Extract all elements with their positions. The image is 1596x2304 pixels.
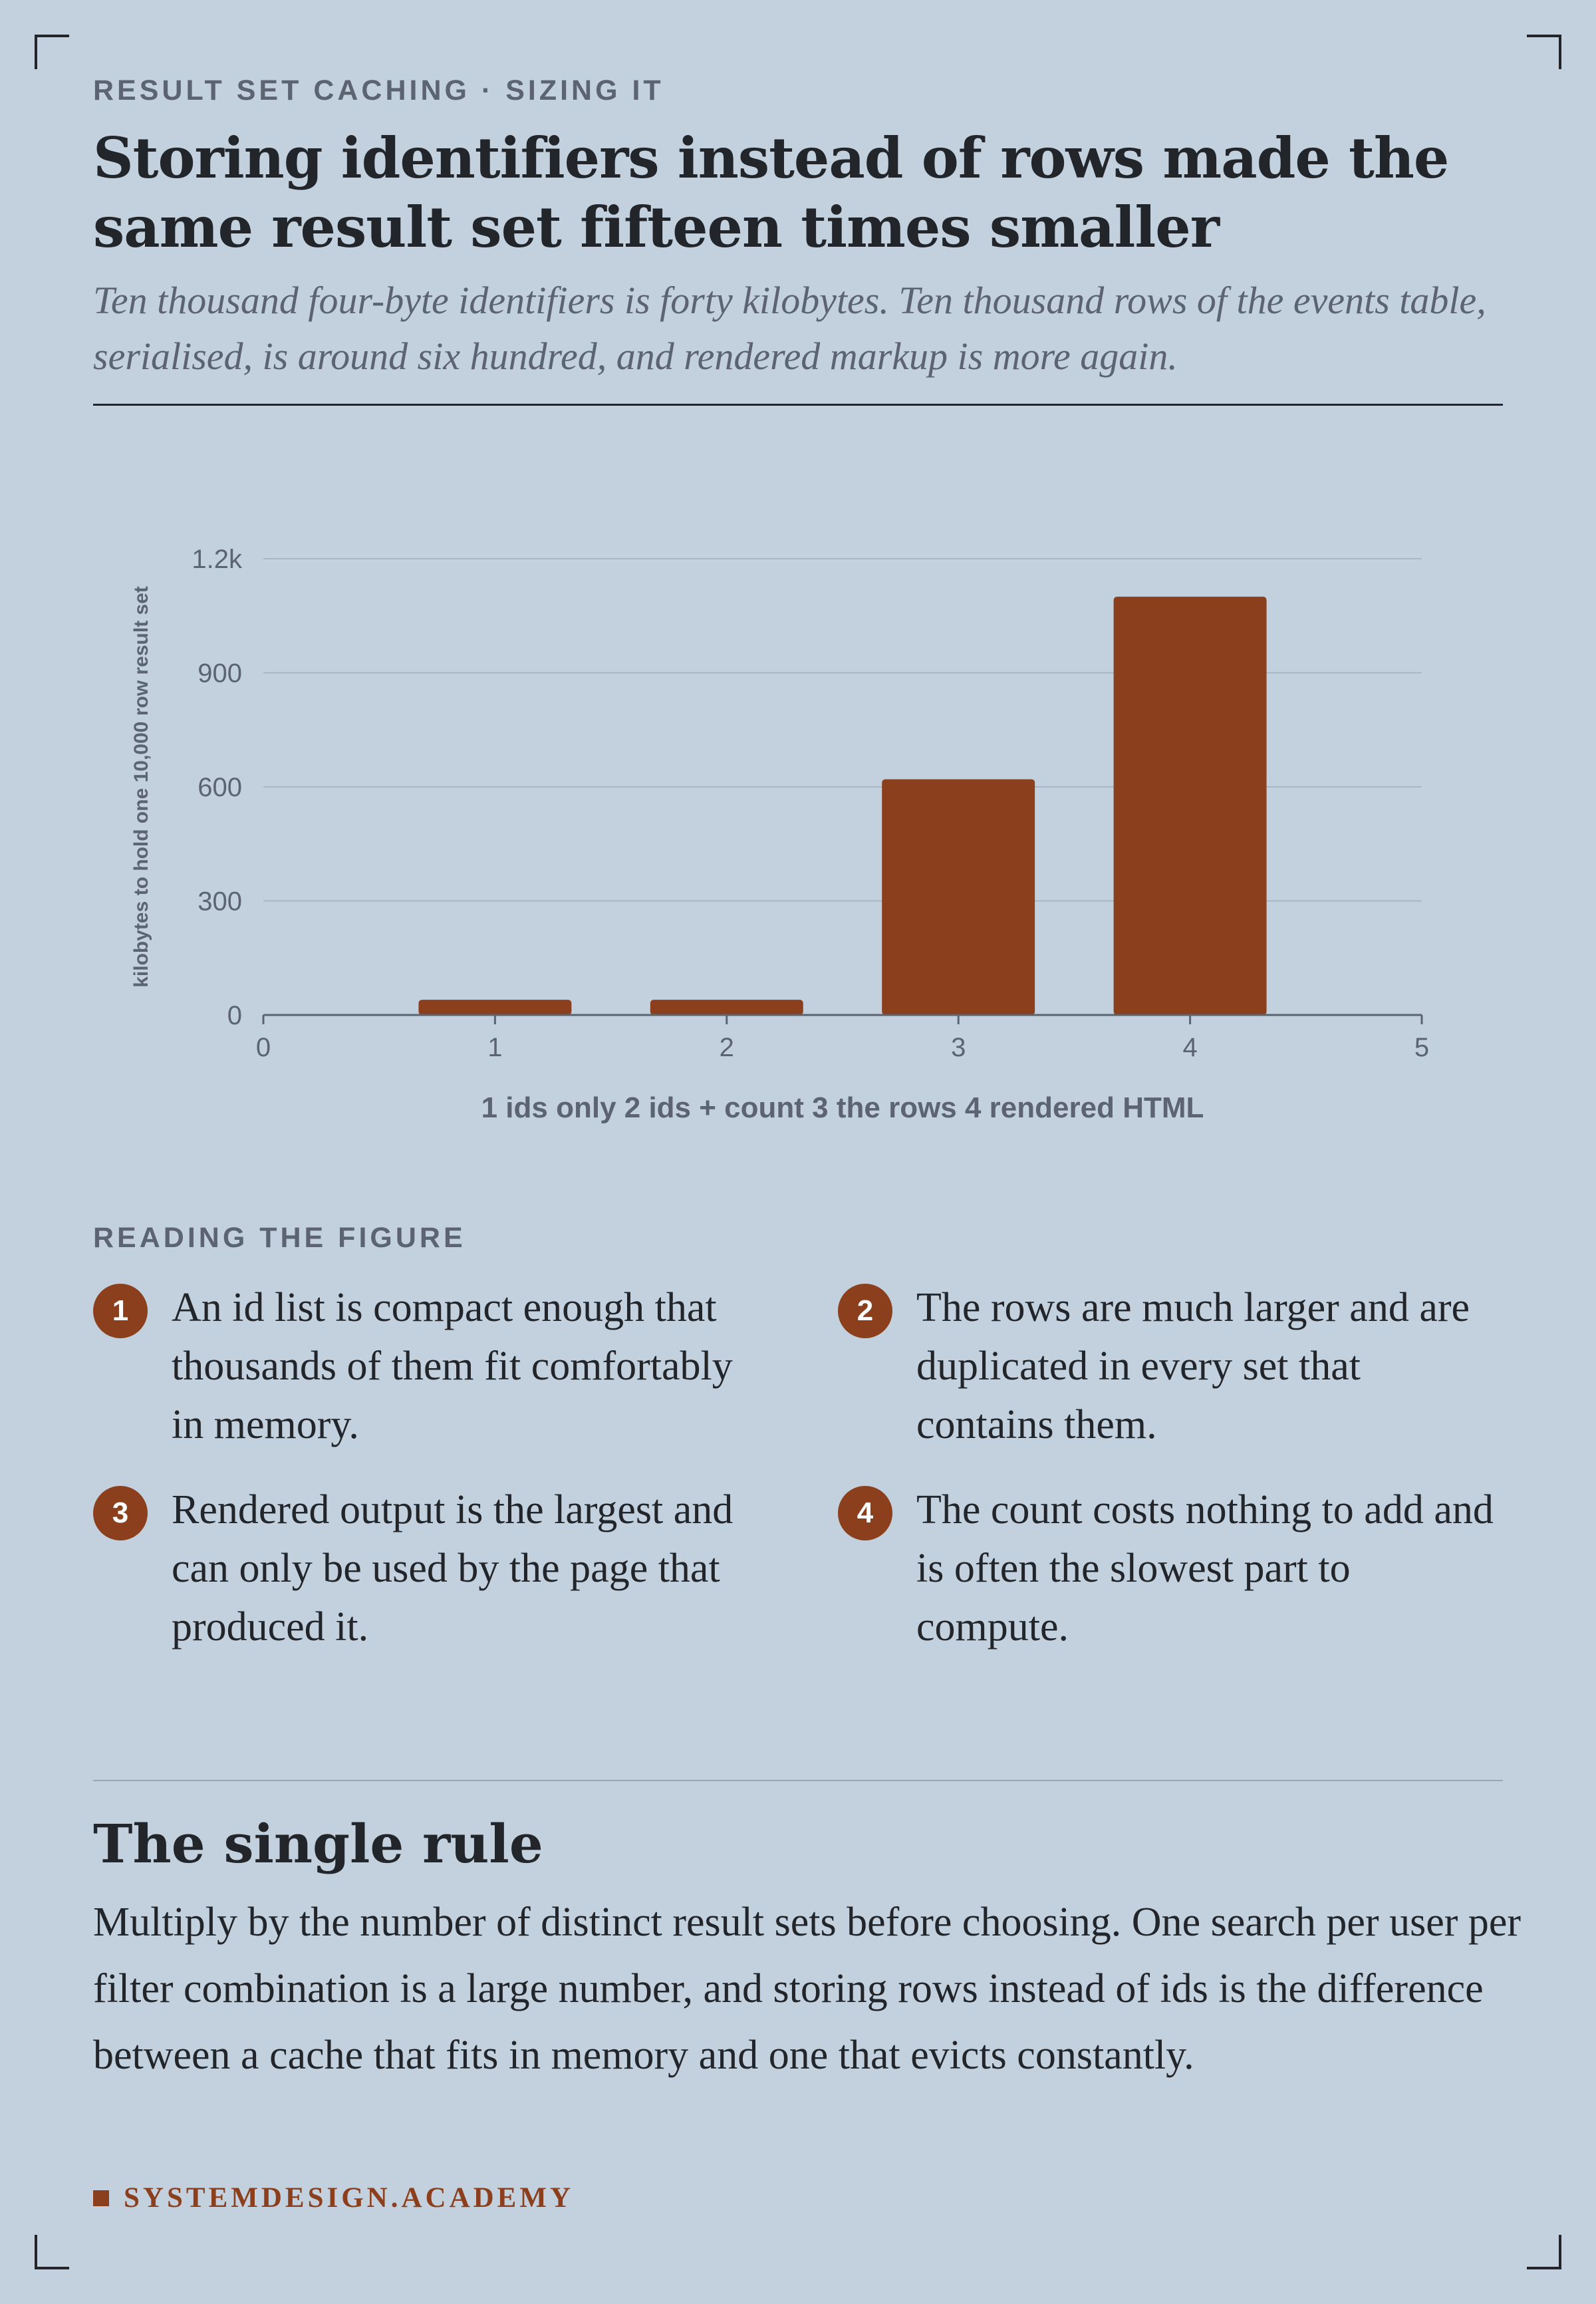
chart-axes: 0 300 600 900 1.2k 0 1 2 3 4 5	[192, 545, 1429, 1062]
note-number-badge: 2	[838, 1284, 892, 1338]
y-tick-label: 300	[198, 887, 242, 917]
chart-bars	[418, 597, 1267, 1015]
header-divider	[93, 404, 1503, 406]
eyebrow: RESULT SET CACHING · SIZING IT	[93, 74, 664, 106]
y-tick-label: 0	[227, 1001, 242, 1030]
note-text: The count costs nothing to add and is of…	[916, 1487, 1494, 1650]
corner-mark-bottom-left	[35, 2235, 69, 2269]
y-axis-label: kilobytes to hold one 10,000 row result …	[130, 586, 152, 988]
page-title: Storing identifiers instead of rows made…	[93, 125, 1449, 260]
rule-body: Multiply by the number of distinct resul…	[93, 1900, 1522, 2078]
corner-mark-top-left	[35, 35, 69, 69]
x-tick-label: 2	[720, 1033, 734, 1062]
x-tick-label: 5	[1414, 1033, 1429, 1062]
brand-name: SYSTEMDESIGN.ACADEMY	[124, 2182, 574, 2214]
note-text: An id list is compact enough that thousa…	[172, 1285, 733, 1447]
corner-mark-top-right	[1527, 35, 1561, 69]
y-tick-label: 1.2k	[192, 545, 243, 574]
x-tick-label: 3	[951, 1033, 966, 1062]
reading-label: READING THE FIGURE	[93, 1222, 466, 1254]
brand-square-icon	[93, 2190, 109, 2206]
x-tick-label: 1	[487, 1033, 502, 1062]
y-tick-label: 600	[198, 773, 242, 802]
rule-heading: The single rule	[93, 1812, 543, 1875]
note-number-badge: 1	[93, 1284, 148, 1338]
note-text: Rendered output is the largest and can o…	[172, 1487, 733, 1650]
corner-mark-bottom-right	[1527, 2235, 1561, 2269]
note-number-badge: 4	[838, 1486, 892, 1540]
bar-3	[882, 779, 1035, 1015]
y-tick-label: 900	[198, 659, 242, 688]
bar-chart: 0 300 600 900 1.2k 0 1 2 3 4 5 1 ids only 2 ids + …	[130, 545, 1429, 1124]
note-text: The rows are much larger and are duplica…	[916, 1285, 1470, 1447]
note-number-badge: 3	[93, 1486, 148, 1540]
bar-4	[1113, 597, 1267, 1015]
page-subtitle: Ten thousand four-byte identifiers is fo…	[93, 279, 1486, 378]
section-divider	[93, 1780, 1503, 1781]
bar-1	[418, 1000, 572, 1015]
bar-2	[650, 1000, 803, 1015]
x-axis-label: 1 ids only 2 ids + count 3 the rows 4 re…	[481, 1091, 1204, 1124]
x-tick-label: 4	[1182, 1033, 1197, 1062]
x-tick-label: 0	[256, 1033, 271, 1062]
brand-footer: SYSTEMDESIGN.ACADEMY	[93, 2182, 574, 2214]
